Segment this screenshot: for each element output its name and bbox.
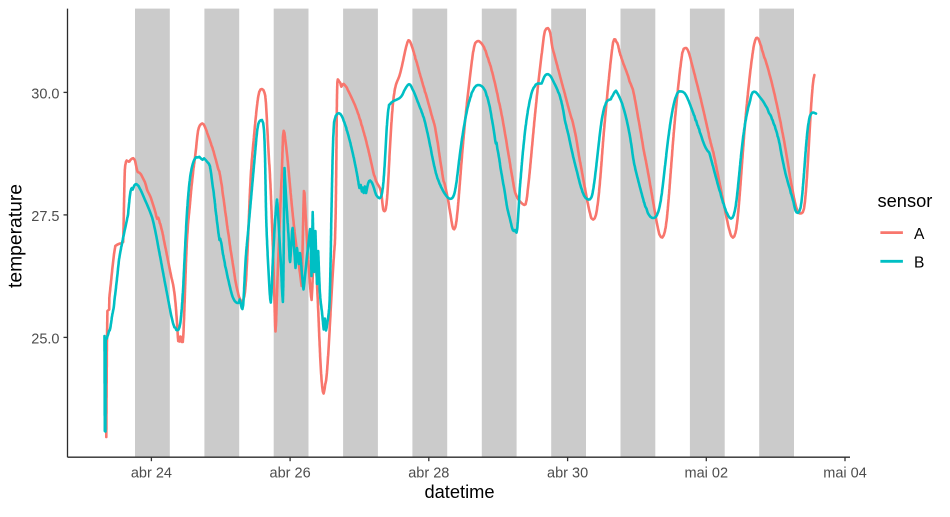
svg-text:B: B (914, 255, 924, 272)
svg-text:datetime: datetime (424, 481, 494, 502)
svg-text:abr 26: abr 26 (270, 466, 311, 482)
svg-text:30.0: 30.0 (31, 86, 59, 102)
svg-text:sensor: sensor (878, 190, 933, 211)
svg-text:mai 04: mai 04 (823, 466, 867, 482)
svg-text:mai 02: mai 02 (685, 466, 729, 482)
svg-text:abr 24: abr 24 (131, 466, 172, 482)
svg-text:27.5: 27.5 (31, 209, 59, 225)
svg-text:temperature: temperature (6, 184, 27, 288)
svg-text:abr 28: abr 28 (408, 466, 449, 482)
svg-text:25.0: 25.0 (31, 331, 59, 347)
svg-text:A: A (914, 226, 925, 243)
svg-text:abr 30: abr 30 (547, 466, 588, 482)
